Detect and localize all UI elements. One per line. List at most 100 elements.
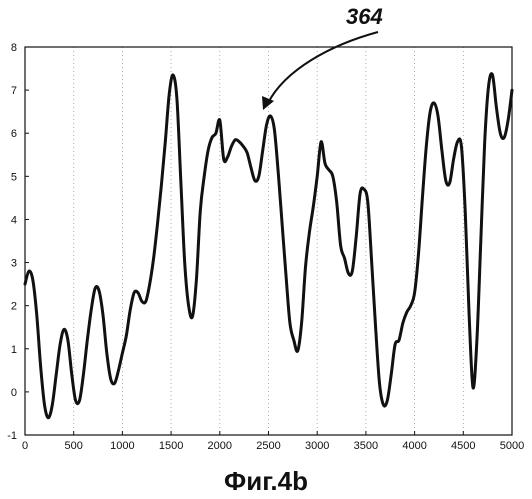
data-point [418,253,419,254]
data-point [63,329,64,330]
y-tick-label: 8 [11,42,17,54]
x-tick-label: 0 [22,440,28,452]
data-point [508,120,509,121]
data-point [110,378,111,379]
data-point [208,150,209,151]
data-point [480,240,481,241]
data-point [500,133,501,134]
data-point [348,273,349,274]
data-point [441,150,442,151]
y-tick-label: 0 [11,387,17,399]
data-point [313,206,314,207]
data-point [227,156,228,157]
data-point [91,309,92,310]
data-point [340,245,341,246]
data-point [196,279,197,280]
data-point [98,290,99,291]
data-point [75,400,76,401]
data-point [250,167,251,168]
data-point [285,275,286,276]
y-tick-label: 7 [11,85,17,97]
data-point [305,266,306,267]
data-point [60,344,61,345]
data-point [321,141,322,142]
x-tick-label: 4000 [402,440,426,452]
x-tick-labels: 0500100015002000250030003500400045005000 [22,440,524,452]
data-point [102,314,103,315]
x-tick-label: 2500 [256,440,280,452]
y-tick-label: 2 [11,301,17,313]
data-point [367,202,368,203]
data-point [375,327,376,328]
data-point [274,128,275,129]
data-point [371,262,372,263]
x-tick-label: 2000 [208,440,232,452]
x-tick-label: 1500 [159,440,183,452]
data-point [356,236,357,237]
data-point [188,305,189,306]
data-point [153,258,154,259]
data-point [434,102,435,103]
data-point [309,232,310,233]
data-point [328,169,329,170]
data-point [266,124,267,125]
data-point [40,365,41,366]
data-point [410,305,411,306]
data-point [157,223,158,224]
data-point [32,279,33,280]
data-point [484,141,485,142]
data-point [118,370,119,371]
data-point [324,163,325,164]
annotation-arrow [268,32,378,103]
data-point [332,176,333,177]
data-point [254,180,255,181]
data-point [430,111,431,112]
data-point [223,159,224,160]
data-point [122,353,123,354]
data-point [511,90,512,91]
data-point [161,184,162,185]
data-point [461,146,462,147]
y-tick-label: 5 [11,171,17,183]
y-tick-labels: -1012345678 [7,42,17,442]
data-point [504,137,505,138]
data-point [398,340,399,341]
x-tick-label: 4500 [451,440,475,452]
data-point [258,176,259,177]
data-point [445,180,446,181]
data-point [488,85,489,86]
data-point [360,193,361,194]
x-tick-label: 5000 [500,440,524,452]
data-point [270,115,271,116]
data-point [134,292,135,293]
data-point [344,258,345,259]
data-point [106,353,107,354]
y-tick-label: 1 [11,344,17,356]
data-point [48,417,49,418]
data-point [83,374,84,375]
x-tick-label: 500 [65,440,83,452]
data-point [496,107,497,108]
data-point [137,292,138,293]
figure-caption: Фиг.4b [224,466,308,496]
data-point [379,383,380,384]
data-point [476,340,477,341]
data-point [145,301,146,302]
data-point [383,404,384,405]
series-group [24,74,512,419]
data-point [469,314,470,315]
data-point [395,344,396,345]
data-point [262,150,263,151]
data-point [56,374,57,375]
data-point [219,120,220,121]
data-point [278,171,279,172]
data-point [492,74,493,75]
data-point [172,74,173,75]
data-point [169,94,170,95]
data-point [243,146,244,147]
data-point [28,271,29,272]
data-point [79,400,80,401]
x-tick-label: 3000 [305,440,329,452]
data-point [449,182,450,183]
